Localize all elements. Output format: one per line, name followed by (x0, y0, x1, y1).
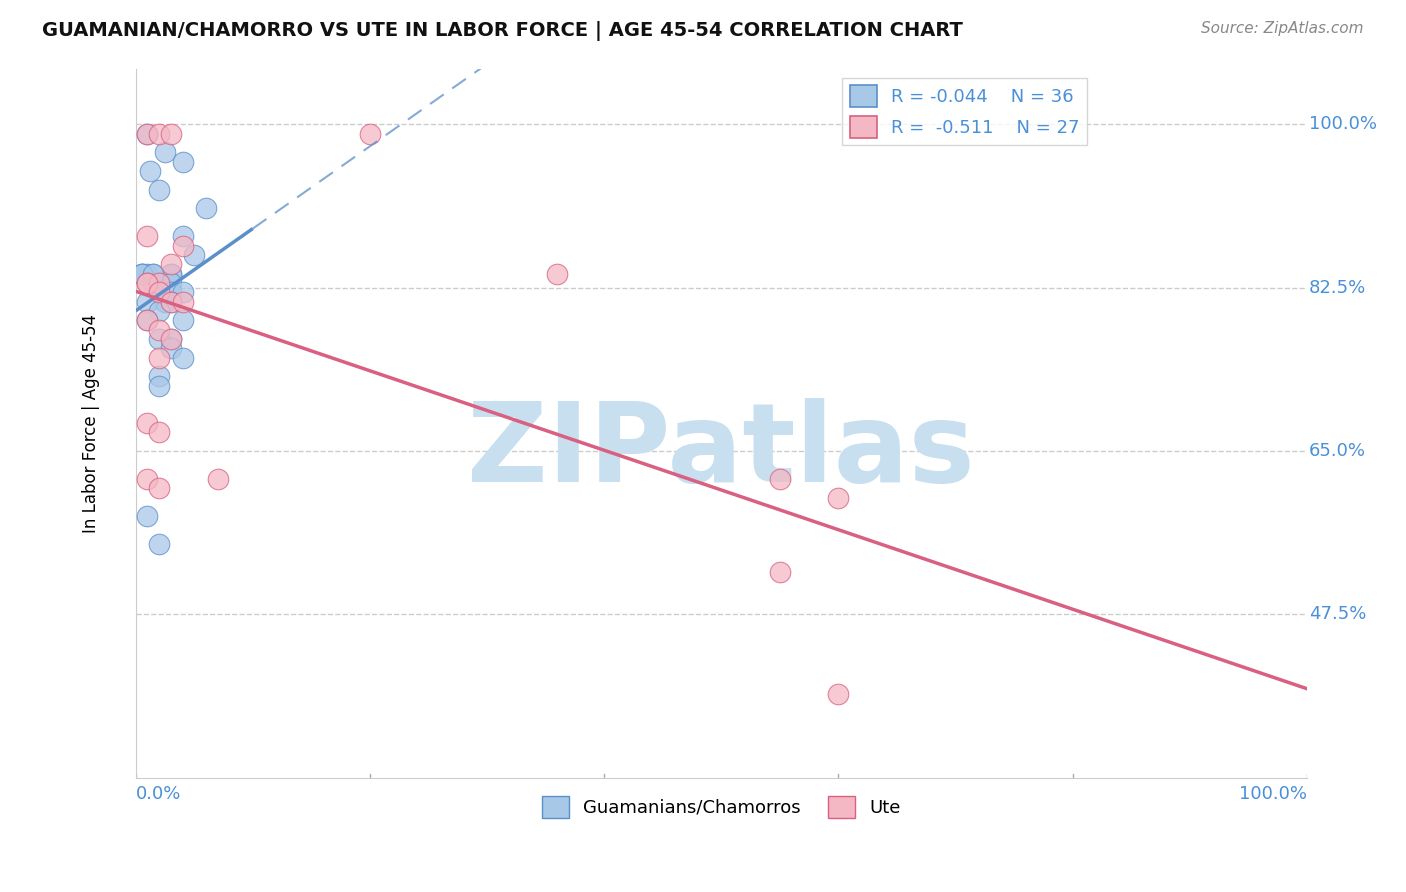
Text: 47.5%: 47.5% (1309, 606, 1367, 624)
Point (148, 276, 170, 290)
Text: 100.0%: 100.0% (1309, 115, 1376, 134)
Point (148, 304, 170, 318)
Point (183, 248, 205, 262)
Legend: Guamanians/Chamorros, Ute: Guamanians/Chamorros, Ute (534, 789, 908, 825)
Point (148, 369, 170, 384)
Text: 65.0%: 65.0% (1309, 442, 1367, 460)
Point (148, 425, 170, 440)
Text: 82.5%: 82.5% (1309, 279, 1367, 297)
Point (148, 285, 170, 300)
Point (142, 267, 165, 281)
Point (136, 313, 159, 327)
Point (172, 313, 194, 327)
Point (160, 294, 183, 309)
Point (148, 127, 170, 141)
Point (160, 342, 183, 356)
Point (136, 276, 159, 290)
Point (136, 229, 159, 244)
Point (136, 472, 159, 486)
Point (148, 537, 170, 551)
Point (153, 294, 176, 309)
Point (148, 183, 170, 197)
Text: 0.0%: 0.0% (136, 785, 181, 803)
Point (136, 294, 159, 309)
Point (139, 164, 162, 178)
Point (136, 313, 159, 327)
Point (160, 332, 183, 346)
Point (136, 127, 159, 141)
Point (136, 127, 159, 141)
Point (136, 267, 159, 281)
Point (172, 351, 194, 365)
Point (769, 566, 792, 580)
Point (827, 491, 849, 505)
Point (160, 257, 183, 271)
Point (160, 294, 183, 309)
Point (359, 127, 381, 141)
Point (142, 267, 165, 281)
Point (769, 472, 792, 486)
Point (142, 276, 165, 290)
Point (160, 276, 183, 290)
Point (148, 351, 170, 365)
Text: Source: ZipAtlas.com: Source: ZipAtlas.com (1201, 21, 1364, 36)
Point (136, 416, 159, 430)
Point (148, 481, 170, 495)
Point (148, 378, 170, 392)
Point (172, 285, 194, 300)
Point (148, 332, 170, 346)
Point (148, 323, 170, 337)
Point (131, 267, 153, 281)
Point (160, 127, 183, 141)
Text: GUAMANIAN/CHAMORRO VS UTE IN LABOR FORCE | AGE 45-54 CORRELATION CHART: GUAMANIAN/CHAMORRO VS UTE IN LABOR FORCE… (42, 21, 963, 40)
Point (172, 239, 194, 253)
Point (160, 332, 183, 346)
Point (136, 509, 159, 524)
Point (207, 472, 229, 486)
Point (160, 267, 183, 281)
Point (136, 276, 159, 290)
Point (172, 154, 194, 169)
Point (172, 229, 194, 244)
Point (160, 267, 183, 281)
Text: ZIPatlas: ZIPatlas (467, 398, 976, 505)
Point (194, 202, 217, 216)
Point (148, 276, 170, 290)
Point (172, 294, 194, 309)
Point (827, 687, 849, 701)
Point (131, 267, 153, 281)
Point (153, 145, 176, 160)
Text: 100.0%: 100.0% (1239, 785, 1306, 803)
Point (131, 267, 153, 281)
Point (160, 285, 183, 300)
Point (546, 267, 568, 281)
Text: In Labor Force | Age 45-54: In Labor Force | Age 45-54 (82, 314, 100, 533)
Point (148, 285, 170, 300)
